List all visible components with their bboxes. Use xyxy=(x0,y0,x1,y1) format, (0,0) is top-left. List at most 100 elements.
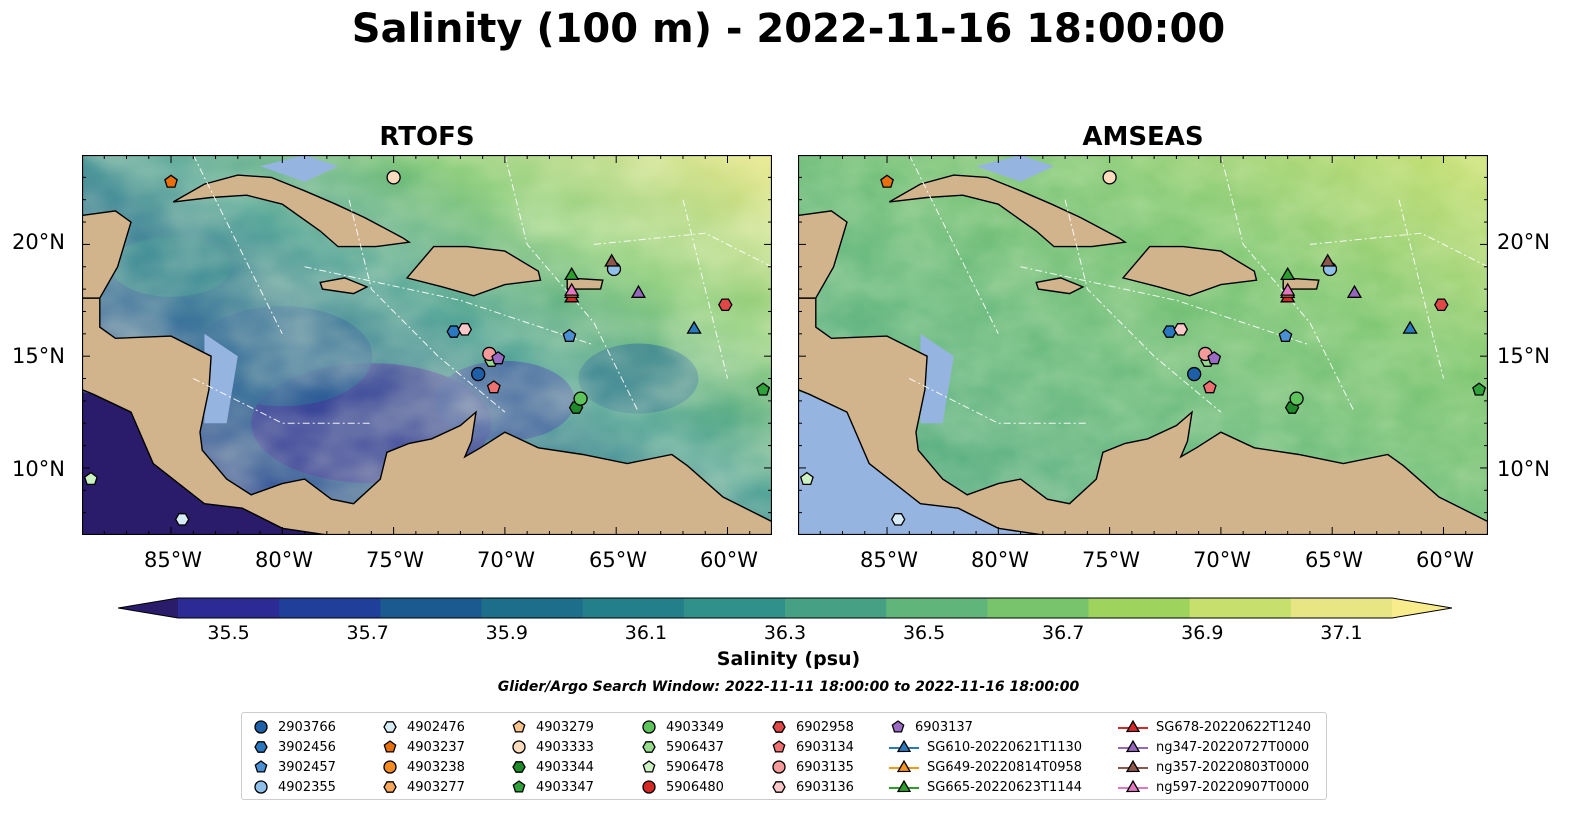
colorbar-tick-35-5: 35.5 xyxy=(207,622,250,644)
rtofs-map xyxy=(82,155,772,535)
legend-label: 4903238 xyxy=(407,759,465,775)
marker-4902476 xyxy=(174,513,190,526)
lon-label-75w-left: 75°W xyxy=(366,548,424,572)
legend-label: 5906478 xyxy=(666,759,724,775)
circle-icon xyxy=(254,720,268,734)
legend-label: ng357-20220803T0000 xyxy=(1156,759,1310,775)
legend-label: 4902476 xyxy=(407,719,465,735)
lat-label-20n-left: 20°N xyxy=(12,230,65,254)
legend-label: SG649-20220814T0958 xyxy=(927,759,1083,775)
legend-item-5906437: 5906437 xyxy=(640,737,724,757)
legend-item-ng597-20220907t0000: ng597-20220907T0000 xyxy=(1118,777,1309,797)
lat-label-10n-left: 10°N xyxy=(12,457,65,481)
colorbar-tick-35-7: 35.7 xyxy=(346,622,389,644)
legend-label: 4903237 xyxy=(407,739,465,755)
legend-label: 6903137 xyxy=(915,719,973,735)
lon-label-85w-right: 85°W xyxy=(860,548,918,572)
pacific-ocean xyxy=(798,391,1043,535)
marker-sg665-20220623t1144 xyxy=(564,266,580,281)
legend-label: 3902457 xyxy=(278,759,336,775)
land-central xyxy=(798,297,1488,535)
legend-item-4903344: 4903344 xyxy=(510,757,594,777)
amseas-map xyxy=(798,155,1488,535)
marker-sg610-20220621t1130 xyxy=(686,320,702,334)
land-cuba xyxy=(888,174,1128,248)
legend-label: 6903134 xyxy=(796,739,854,755)
legend-label: 3902456 xyxy=(278,739,336,755)
colorbar-tick-36-5: 36.5 xyxy=(902,622,946,644)
legend-item-sg610-20220621t1130: SG610-20220621T1130 xyxy=(889,737,1082,757)
marker-3902456 xyxy=(446,325,461,338)
marker-4903347 xyxy=(1472,382,1487,396)
marker-ng597-20220907t0000 xyxy=(1280,282,1296,296)
search-window-note: Glider/Argo Search Window: 2022-11-11 18… xyxy=(497,679,1080,695)
triangle-icon xyxy=(1125,759,1141,773)
legend-label: 4903333 xyxy=(536,739,594,755)
marker-5906478 xyxy=(83,471,98,486)
marker-ng347-20220727t0000 xyxy=(630,284,647,298)
colorbar-tick-36-9: 36.9 xyxy=(1181,622,1224,644)
marker-4903347 xyxy=(756,382,771,396)
legend-label: 6903136 xyxy=(796,779,854,795)
legend-item-5906480: 5906480 xyxy=(640,777,724,797)
pentagon-icon xyxy=(642,760,656,773)
legend-label: 2903766 xyxy=(278,719,336,735)
marker-6903137 xyxy=(1207,351,1222,365)
legend-label: 4903349 xyxy=(666,719,724,735)
lon-label-85w-left: 85°W xyxy=(144,548,202,572)
lon-label-75w-right: 75°W xyxy=(1082,548,1140,572)
legend-label: 6902958 xyxy=(796,719,854,735)
marker-4903349 xyxy=(1289,391,1304,406)
land-yucatan xyxy=(82,210,132,299)
marker-ng347-20220727t0000 xyxy=(1346,284,1363,298)
legend-item-4903347: 4903347 xyxy=(510,777,594,797)
legend-label: 4903347 xyxy=(536,779,594,795)
pentagon-icon xyxy=(383,740,397,753)
hexagon-icon xyxy=(772,721,786,733)
legend-item-sg665-20220623t1144: SG665-20220623T1144 xyxy=(889,777,1082,797)
land-cuba xyxy=(172,174,412,248)
colorbar-tick-37-1: 37.1 xyxy=(1320,622,1363,644)
circle-icon xyxy=(254,780,268,794)
legend-item-4903279: 4903279 xyxy=(510,717,594,737)
legend-item-2903766: 2903766 xyxy=(252,717,336,737)
land-hispaniola xyxy=(1121,245,1258,297)
marker-ng357-20220803t0000 xyxy=(1320,253,1336,267)
legend-label: SG610-20220621T1130 xyxy=(927,739,1083,755)
marker-2903766 xyxy=(471,366,486,382)
marker-6903134 xyxy=(486,380,501,394)
lon-label-65w-left: 65°W xyxy=(589,548,647,572)
marker-2903766 xyxy=(1187,366,1202,382)
panel-title-rtofs: RTOFS xyxy=(379,122,475,152)
lat-label-15n-left: 15°N xyxy=(12,344,65,368)
legend-item-4902476: 4902476 xyxy=(381,717,465,737)
marker-6903136 xyxy=(457,323,473,336)
legend-label: 5906437 xyxy=(666,739,724,755)
marker-6902958 xyxy=(1434,298,1449,312)
legend-item-4903349: 4903349 xyxy=(640,717,724,737)
legend-item-6903136: 6903136 xyxy=(770,777,854,797)
marker-4903333 xyxy=(1102,170,1117,185)
legend-label: 5906480 xyxy=(666,779,724,795)
colorbar-tick-36-3: 36.3 xyxy=(763,622,807,644)
triangle-icon xyxy=(1125,719,1141,733)
triangle-icon xyxy=(896,779,912,793)
pentagon-icon xyxy=(254,760,268,773)
legend-item-ng357-20220803t0000: ng357-20220803T0000 xyxy=(1118,757,1309,777)
lat-label-20n-right: 20°N xyxy=(1497,230,1550,254)
marker-sg665-20220623t1144 xyxy=(1280,266,1296,281)
legend-label: ng597-20220907T0000 xyxy=(1156,779,1310,795)
triangle-icon xyxy=(896,759,912,773)
land-jamaica xyxy=(319,277,369,295)
pentagon-icon xyxy=(512,720,526,733)
land-jamaica xyxy=(1035,277,1085,295)
circle-icon xyxy=(383,760,397,774)
marker-3902457 xyxy=(1278,328,1293,342)
hexagon-icon xyxy=(512,761,526,773)
colorbar-tick-36-7: 36.7 xyxy=(1042,622,1085,644)
legend-item-3902456: 3902456 xyxy=(252,737,336,757)
figure-title: Salinity (100 m) - 2022-11-16 18:00:00 xyxy=(351,6,1226,52)
land-puertorico xyxy=(566,277,604,290)
legend-label: 6903135 xyxy=(796,759,854,775)
marker-6903134 xyxy=(1202,380,1217,394)
